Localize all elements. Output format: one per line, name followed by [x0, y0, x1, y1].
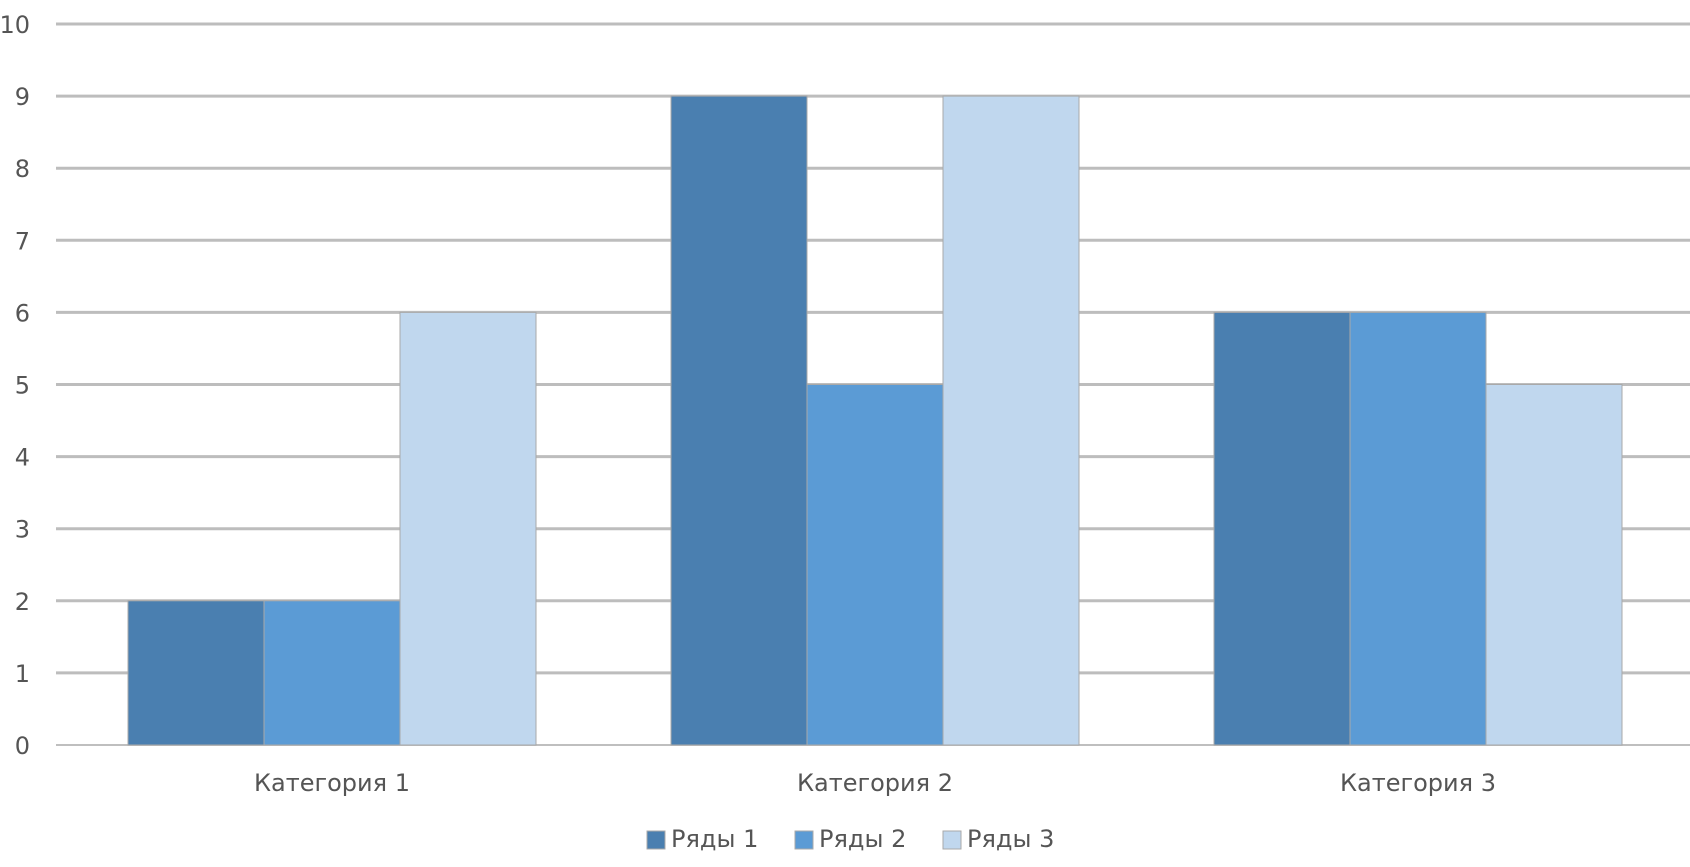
bar-1-2 — [670, 95, 808, 746]
y-tick-label: 1 — [15, 660, 30, 688]
bar-2-2 — [806, 384, 944, 746]
bar-2-3 — [1349, 311, 1487, 746]
x-tick-label: Категория 1 — [254, 769, 410, 797]
bar-2-1 — [263, 600, 401, 746]
x-axis: Категория 1 Категория 2 Категория 3 — [254, 769, 1496, 797]
bar-1-1 — [127, 600, 265, 746]
legend-swatch-1 — [646, 830, 666, 850]
y-tick-label: 7 — [15, 227, 30, 255]
legend-label-1: Ряды 1 — [671, 825, 758, 853]
legend: Ряды 1 Ряды 2 Ряды 3 — [646, 825, 1054, 853]
legend-label-3: Ряды 3 — [967, 825, 1054, 853]
bars — [127, 95, 1623, 746]
y-axis: 0 1 2 3 4 5 6 7 8 9 10 — [0, 11, 30, 760]
legend-swatch-3 — [942, 830, 962, 850]
x-tick-label: Категория 3 — [1340, 769, 1496, 797]
legend-swatch-2 — [794, 830, 814, 850]
bar-3-3 — [1485, 384, 1623, 746]
y-tick-label: 0 — [15, 732, 30, 760]
bar-3-2 — [942, 95, 1080, 746]
x-tick-label: Категория 2 — [797, 769, 953, 797]
legend-label-2: Ряды 2 — [819, 825, 906, 853]
y-tick-label: 10 — [0, 11, 30, 39]
bar-3-1 — [399, 311, 537, 746]
y-tick-label: 8 — [15, 155, 30, 183]
y-tick-label: 3 — [15, 516, 30, 544]
y-tick-label: 2 — [15, 588, 30, 616]
y-tick-label: 5 — [15, 372, 30, 400]
y-tick-label: 6 — [15, 299, 30, 327]
y-tick-label: 4 — [15, 444, 30, 472]
bar-1-3 — [1213, 311, 1351, 746]
y-tick-label: 9 — [15, 83, 30, 111]
